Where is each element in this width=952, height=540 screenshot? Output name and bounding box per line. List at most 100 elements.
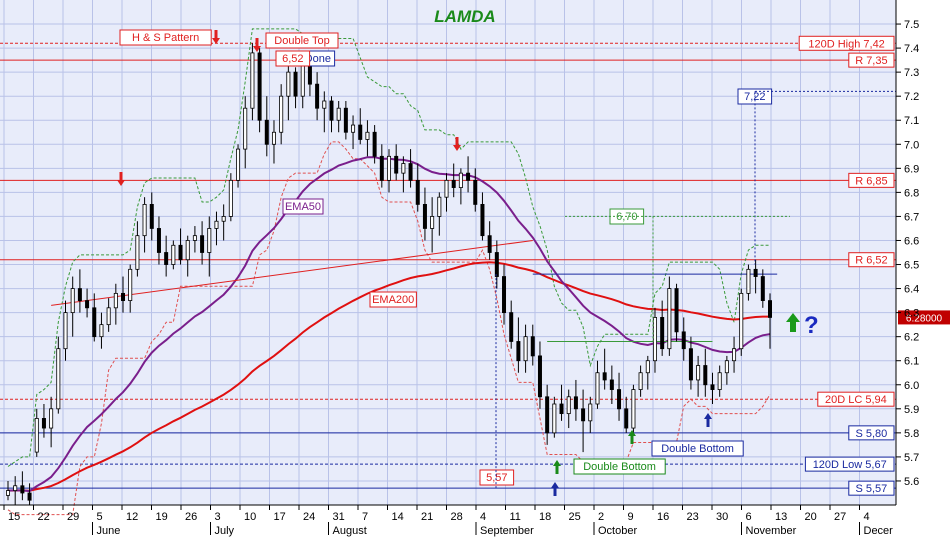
candle-body [573,396,578,410]
candle-body [192,235,197,241]
candle-body [645,360,650,374]
candle-body [768,300,773,318]
candle-body [200,235,205,253]
candle-body [135,235,140,270]
candle-body [34,418,39,453]
ema200-line [7,261,770,492]
candle-body [760,276,765,301]
y-tick-label: 7.3 [904,67,919,79]
candle-body [271,131,276,145]
down-arrow-icon [117,172,125,186]
candle-body [70,288,75,314]
candle-body [552,403,557,434]
y-tick-label: 6.2 [904,332,919,344]
candle-body [617,389,622,410]
x-tick-label: 12 [126,511,138,523]
candle-body [343,107,348,133]
level-label: S 5,80 [855,428,887,440]
x-tick-label: 2 [598,511,604,523]
up-arrow-icon [628,430,636,444]
axis-background-right [896,0,952,540]
candle-body [257,52,262,121]
candle-body [13,485,18,491]
candle-body [473,179,478,205]
month-label: July [215,525,235,537]
candle-body [164,252,169,265]
month-label: November [746,525,797,537]
candle-body [85,300,90,309]
candle-body [523,336,528,362]
candle-body [322,100,327,109]
candle-body [638,372,643,390]
candle-body [537,355,542,398]
y-tick-label: 6.1 [904,356,919,368]
level-label: 120D Low 5,67 [813,459,887,471]
candle-body [422,204,427,229]
y-tick-label: 5.7 [904,452,919,464]
candle-body [516,341,521,362]
up-arrow-icon [553,460,561,474]
down-arrow-icon [453,137,461,151]
price-label-557-box [479,469,515,486]
candle-body [77,288,82,301]
candle-body [595,372,600,405]
month-label: June [97,525,121,537]
x-tick-label: 16 [657,511,669,523]
candle-body [566,396,571,415]
candle-body [279,95,284,133]
level-label: R 6,85 [855,175,887,187]
candle-body [228,179,233,217]
up-arrow-icon [551,482,559,496]
price-label-652-box [275,50,311,67]
y-tick-label: 5.8 [904,428,919,440]
candle-body [351,124,356,133]
candle-body [49,408,54,429]
down-arrow-icon [253,38,261,52]
candle-body [286,71,291,97]
y-tick-label: 6.7 [904,211,919,223]
month-label: October [598,525,637,537]
candle-body [178,244,183,261]
candle-body [63,312,68,350]
candle-body [27,492,32,501]
candle-body [430,216,435,229]
x-tick-label: 10 [244,511,256,523]
plot-background [0,0,896,505]
candle-body [92,307,97,338]
candle-body [243,107,248,150]
y-tick-label: 6.0 [904,380,919,392]
y-tick-label: 7.1 [904,115,919,127]
level-label: R 7,35 [855,55,887,67]
x-tick-label: 9 [628,511,634,523]
candle-body [674,288,679,333]
candle-body [724,360,729,374]
candle-body [487,235,492,253]
up-arrow-icon [704,413,712,427]
candle-body [739,292,744,350]
candle-body [20,485,25,494]
candle-body [746,268,751,294]
candle-body [6,490,11,496]
x-tick-label: 4 [864,511,870,523]
x-tick-label: 19 [156,511,168,523]
candle-body [609,379,614,390]
ema50-label-box [282,198,324,215]
level-label: S 5,57 [855,483,887,495]
axis-background-bottom [0,505,896,540]
y-tick-label: 6.5 [904,260,919,272]
price-label-670: 6,70 [616,211,637,223]
y-tick-label: 7.4 [904,43,919,55]
candle-body [753,268,758,277]
candle-body [358,124,363,140]
candle-body [631,389,636,429]
x-tick-label: 26 [185,511,197,523]
double-bottom-label-2: Double Bottom [583,461,656,473]
x-tick-label: 14 [392,511,404,523]
x-tick-label: 5 [97,511,103,523]
big-up-arrow-icon [786,313,800,332]
candle-body [509,312,514,342]
candle-body [379,155,384,181]
hs-pattern-label-box [119,29,212,46]
candle-body [236,148,241,181]
